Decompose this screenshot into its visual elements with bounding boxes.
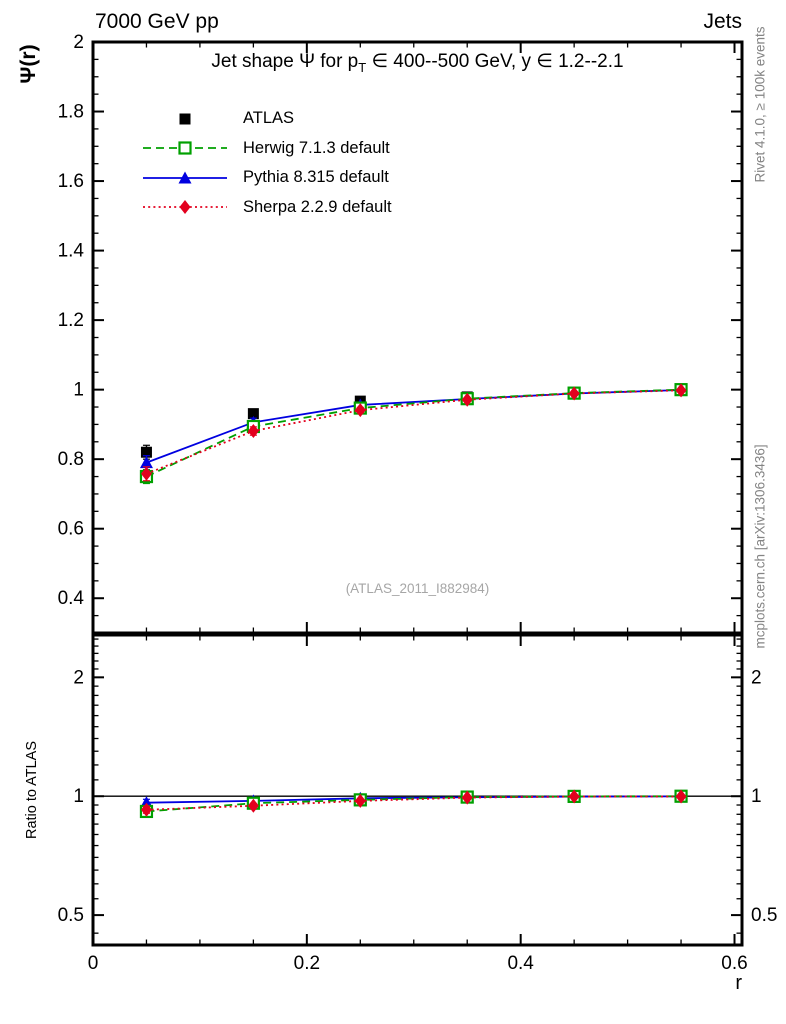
legend-item: ATLAS xyxy=(141,104,392,134)
legend-marker-shape xyxy=(179,113,191,125)
analysis-group-label: Jets xyxy=(703,10,742,33)
legend-marker-shape xyxy=(179,200,191,215)
series-line-herwig xyxy=(146,388,682,478)
marker-sherpa xyxy=(461,790,473,805)
marker-sherpa xyxy=(461,392,473,407)
legend-label: Herwig 7.1.3 default xyxy=(243,138,390,157)
legend-marker-atlas-icon xyxy=(179,113,191,125)
series-line-herwig xyxy=(146,795,682,813)
plot-title: Jet shape Ψ for pT ∈ 400--500 GeV, y ∈ 1… xyxy=(93,50,742,75)
y-tick-label-ratio-left: 0.5 xyxy=(58,905,84,926)
ratio-panel-frame xyxy=(91,633,744,947)
series-line-pythia xyxy=(146,795,682,804)
x-tick-label: 0.2 xyxy=(294,953,320,974)
legend-item: Pythia 8.315 default xyxy=(141,163,392,193)
y-tick-label-main: 1.2 xyxy=(58,310,84,331)
marker-sherpa xyxy=(675,383,687,398)
y-tick-label-ratio-left: 1 xyxy=(73,786,84,807)
series-line-sherpa xyxy=(146,795,682,811)
y-tick-label-main: 0.8 xyxy=(58,449,84,470)
x-axis-label: r xyxy=(735,972,742,994)
marker-atlas xyxy=(247,408,259,420)
legend-label: Pythia 8.315 default xyxy=(243,168,389,187)
x-tick-label: 0.4 xyxy=(507,953,534,974)
marker-sherpa xyxy=(247,798,259,813)
marker-sherpa xyxy=(140,802,152,817)
y-tick-label-main: 1.8 xyxy=(58,102,84,123)
main-panel-frame xyxy=(91,40,744,635)
marker-atlas xyxy=(140,446,152,458)
y-tick-label-ratio-right: 1 xyxy=(751,786,762,807)
series-line-pythia xyxy=(146,389,682,464)
marker-pythia xyxy=(139,456,153,469)
y-tick-label-main: 0.4 xyxy=(58,588,85,609)
legend-item: Sherpa 2.2.9 default xyxy=(141,193,392,223)
legend-marker-pythia-icon xyxy=(143,171,227,184)
marker-sherpa xyxy=(568,386,580,401)
legend-label: Sherpa 2.2.9 default xyxy=(243,197,392,216)
y-tick-label-ratio-right: 2 xyxy=(751,667,762,688)
marker-sherpa xyxy=(140,466,152,481)
y-tick-label-ratio-left: 2 xyxy=(73,667,84,688)
plot-title-subscript: T xyxy=(358,59,367,75)
legend-marker-herwig-icon xyxy=(143,141,227,155)
plot-title-suffix: ∈ 400--500 GeV, y ∈ 1.2--2.1 xyxy=(366,51,624,72)
marker-sherpa xyxy=(675,789,687,804)
legend-item: Herwig 7.1.3 default xyxy=(141,134,392,164)
legend-marker-sherpa-icon xyxy=(143,200,227,215)
y-tick-label-main: 1 xyxy=(73,380,84,401)
marker-sherpa xyxy=(354,403,366,418)
y-tick-label-main: 1.6 xyxy=(58,171,84,192)
marker-sherpa xyxy=(568,789,580,804)
legend: ATLAS Herwig 7.1.3 default Pythia 8.315 de… xyxy=(141,104,392,222)
marker-sherpa xyxy=(247,424,259,439)
legend-marker-shape xyxy=(178,141,192,155)
plot-title-prefix: Jet shape Ψ for p xyxy=(211,51,359,72)
analysis-id-watermark: (ATLAS_2011_I882984) xyxy=(345,581,490,596)
marker-sherpa xyxy=(354,793,366,808)
x-tick-label: 0 xyxy=(88,953,99,974)
beam-energy-label: 7000 GeV pp xyxy=(95,10,219,33)
y-tick-label-ratio-right: 0.5 xyxy=(751,905,777,926)
legend-label: ATLAS xyxy=(243,109,295,128)
y-tick-label-main: 0.6 xyxy=(58,519,84,540)
x-tick-label: 0.6 xyxy=(721,953,747,974)
y-tick-label-main: 2 xyxy=(73,32,84,53)
legend-marker-shape xyxy=(178,171,192,184)
y-tick-label-main: 1.4 xyxy=(58,241,85,262)
